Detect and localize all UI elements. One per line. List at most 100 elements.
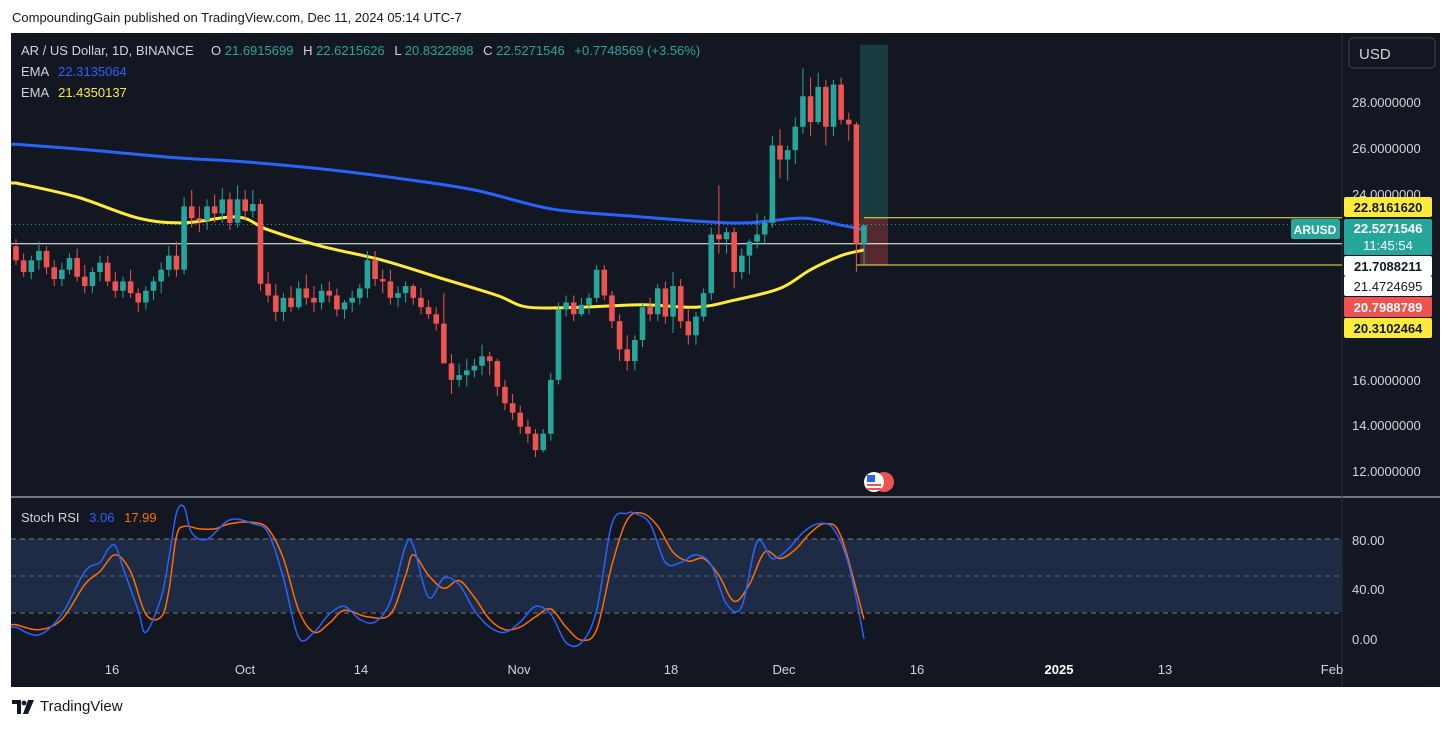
level-label-bg	[1344, 197, 1432, 217]
candle-body	[318, 290, 325, 303]
candle-body	[433, 314, 439, 324]
candle-body	[303, 288, 310, 298]
countdown-timer: 11:45:54	[1363, 238, 1413, 253]
candle-body	[777, 145, 783, 160]
low-label: L	[394, 43, 401, 58]
candle-body	[784, 150, 791, 160]
candle-body	[761, 222, 768, 235]
candle-body	[815, 86, 821, 123]
time-axis-label: 2025	[1045, 662, 1074, 677]
candle-body	[143, 290, 149, 303]
svg-text:EMA 22.3135064: EMA 22.3135064	[21, 64, 127, 79]
candle-body	[379, 279, 386, 282]
chart-legend: AR / US Dollar, 1D, BINANCE O 21.6915699…	[21, 43, 700, 525]
candle-body	[364, 260, 371, 289]
candle-body	[517, 412, 524, 427]
candle-body	[51, 267, 57, 280]
candle-body	[120, 281, 126, 291]
candle-body	[43, 250, 50, 268]
symbol-tag	[1291, 219, 1340, 239]
stoch-d-value: 17.99	[124, 510, 157, 525]
level-label-bg	[1344, 276, 1432, 296]
currency-label[interactable]: USD	[1359, 46, 1391, 63]
stoch-tick-label: 80.00	[1352, 533, 1385, 548]
candle-body	[563, 302, 569, 310]
svg-text:EMA 21.4350137: EMA 21.4350137	[21, 85, 127, 100]
candle-body	[746, 241, 753, 256]
ema-fast-label: EMA	[21, 85, 50, 100]
candle-body	[632, 339, 638, 362]
candle-body	[456, 375, 462, 380]
candle-body	[700, 293, 707, 317]
candle-body	[479, 356, 485, 366]
time-axis-label: Oct	[235, 662, 256, 677]
candle-body	[731, 232, 737, 273]
position-target-zone	[860, 44, 889, 218]
economic-event-flag-icon[interactable]	[864, 472, 894, 492]
candle-body	[272, 295, 279, 312]
candle-body	[280, 297, 287, 312]
candle-body	[265, 283, 271, 296]
candle-body	[463, 370, 470, 376]
tradingview-logo-icon	[12, 699, 34, 714]
candle-body	[769, 145, 776, 223]
last-price-value: 22.5271546	[1354, 221, 1423, 236]
candle-body	[227, 199, 233, 223]
price-chart[interactable]: 28.0000000 26.0000000 24.0000000 16.0000…	[11, 33, 1440, 687]
candle-body	[830, 84, 837, 127]
candle-body	[295, 288, 302, 308]
candle-body	[823, 86, 829, 127]
level-label-text: 20.3102464	[1354, 321, 1423, 336]
candle-body	[13, 246, 19, 261]
candle-body	[341, 302, 348, 310]
candle-body	[326, 290, 333, 296]
candle-body	[219, 199, 226, 214]
candle-body	[204, 206, 210, 221]
candle-body	[754, 234, 760, 242]
candle-body	[20, 260, 27, 273]
candle-body	[845, 119, 852, 125]
level-label-bg	[1344, 318, 1432, 338]
stoch-tick-label: 40.00	[1352, 582, 1385, 597]
tradingview-brand: TradingView	[40, 698, 123, 715]
time-axis-label: 14	[354, 662, 368, 677]
price-tick-label: 28.0000000	[1352, 95, 1421, 110]
candle-body	[59, 269, 65, 280]
tradingview-footer[interactable]: TradingView	[12, 698, 123, 715]
candle-body	[486, 356, 493, 362]
candle-body	[334, 295, 340, 310]
candle-body	[357, 288, 363, 298]
candle-body	[242, 199, 248, 212]
high-value: 22.6215626	[316, 43, 385, 58]
candle-body	[104, 262, 111, 282]
candle-body	[616, 321, 623, 350]
level-label-bg	[1344, 297, 1432, 317]
candle-body	[387, 281, 394, 298]
candle-body	[853, 124, 860, 244]
last-price-badge	[1344, 219, 1432, 255]
candle-body	[739, 255, 745, 273]
candle-body	[288, 297, 294, 308]
candle-body	[693, 316, 699, 336]
candle-body	[677, 286, 684, 322]
level-label-text: 21.7088211	[1354, 259, 1422, 274]
candle-body	[158, 269, 164, 282]
candle-body	[471, 365, 478, 371]
candle-body	[135, 293, 142, 303]
time-axis-label: 16	[105, 662, 119, 677]
candle-body	[593, 269, 600, 298]
candle-body	[494, 361, 501, 387]
chart-frame[interactable]: 28.0000000 26.0000000 24.0000000 16.0000…	[11, 33, 1440, 687]
level-label-text: 21.4724695	[1354, 279, 1423, 294]
stoch-tick-label: 0.00	[1352, 632, 1377, 647]
currency-button[interactable]: USD	[1348, 37, 1436, 69]
low-value: 20.8322898	[405, 43, 474, 58]
candle-body	[662, 288, 669, 317]
candle-body	[647, 307, 653, 315]
svg-text:O 21.6915699 H: O 21.6915699 H 22.6215626 L 20.8322898 C…	[211, 43, 700, 58]
candle-body	[402, 286, 409, 294]
candle-body	[670, 286, 676, 317]
candle-body	[578, 304, 585, 315]
candle-body	[525, 426, 531, 434]
candle-body	[425, 307, 432, 315]
